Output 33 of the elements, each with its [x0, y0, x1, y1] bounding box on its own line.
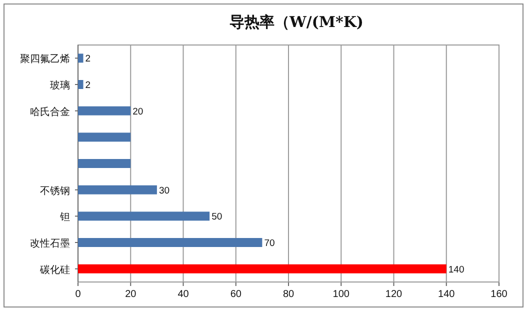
data-label: 50 [212, 212, 222, 223]
chart-title: 导热率（W/(M*K) [229, 13, 364, 31]
y-tick-label: 玻璃 [50, 80, 70, 92]
data-label: 2 [85, 54, 91, 65]
data-label: 140 [448, 264, 464, 276]
x-tick-label: 0 [75, 289, 82, 300]
bar [78, 212, 210, 221]
x-tick-label: 60 [230, 289, 242, 300]
x-tick-label: 80 [282, 289, 294, 300]
y-tick-label: 哈氏合金 [30, 106, 70, 118]
x-tick-label: 140 [438, 289, 456, 300]
bar [78, 159, 131, 168]
y-tick-label: 钽 [59, 212, 70, 224]
bar [78, 80, 84, 89]
y-tick-label: 聚四氟乙烯 [20, 53, 70, 66]
data-label: 2 [85, 80, 91, 91]
bar [78, 185, 157, 194]
x-tick-label: 20 [125, 289, 137, 300]
data-label: 20 [132, 106, 144, 118]
bar [78, 106, 131, 116]
data-label: 30 [158, 185, 170, 196]
bar [78, 132, 131, 142]
x-tick-label: 120 [385, 289, 403, 300]
x-tick-label: 100 [332, 289, 350, 300]
bar [78, 238, 262, 247]
y-tick-label: 改性石墨 [30, 238, 70, 250]
data-label: 70 [264, 238, 275, 249]
y-tick-label: 碳化硅 [39, 264, 70, 276]
bar [78, 264, 446, 274]
x-tick-label: 160 [490, 289, 508, 300]
x-tick-label: 40 [178, 289, 190, 300]
bar [78, 54, 84, 63]
y-tick-label: 不锈钢 [40, 186, 70, 197]
